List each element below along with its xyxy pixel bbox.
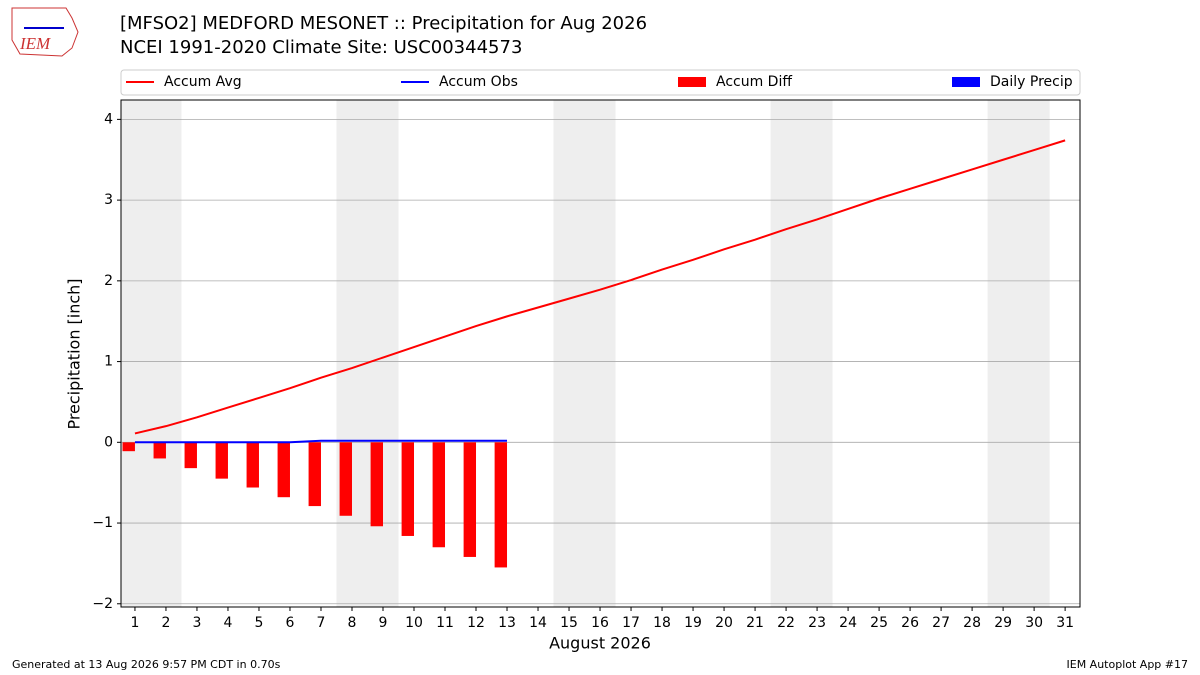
- legend-label: Accum Obs: [439, 74, 518, 90]
- x-tick-label: 14: [529, 615, 547, 631]
- y-tick-label: 4: [104, 111, 113, 127]
- bar: [494, 442, 508, 568]
- x-tick-label: 22: [777, 615, 795, 631]
- x-tick-label: 11: [436, 615, 454, 631]
- x-tick-label: 30: [1025, 615, 1043, 631]
- x-tick-label: 31: [1056, 615, 1074, 631]
- weekend-span: [121, 100, 182, 607]
- bar: [370, 442, 383, 527]
- legend-label: Accum Diff: [716, 74, 792, 90]
- footer-left: Generated at 13 Aug 2026 9:57 PM CDT in …: [12, 658, 281, 671]
- legend-swatch: [952, 77, 980, 87]
- x-tick-label: 7: [317, 615, 326, 631]
- x-tick-label: 16: [591, 615, 609, 631]
- y-tick-label: 3: [104, 192, 113, 208]
- x-tick-label: 13: [498, 615, 516, 631]
- x-tick-label: 4: [224, 615, 233, 631]
- chart-title: [MFSO2] MEDFORD MESONET :: Precipitation…: [120, 13, 647, 34]
- x-tick-label: 24: [839, 615, 857, 631]
- x-tick-label: 6: [286, 615, 295, 631]
- x-tick-label: 5: [255, 615, 264, 631]
- bar: [153, 442, 166, 459]
- x-tick-label: 25: [870, 615, 888, 631]
- x-tick-label: 1: [130, 615, 139, 631]
- y-axis-label: Precipitation [inch]: [65, 278, 84, 429]
- legend-label: Daily Precip: [990, 74, 1073, 90]
- x-tick-label: 17: [622, 615, 640, 631]
- legend-label: Accum Avg: [164, 74, 242, 90]
- bar: [122, 442, 135, 452]
- bar: [308, 442, 321, 507]
- x-tick-label: 21: [746, 615, 764, 631]
- y-tick-label: −2: [92, 596, 113, 612]
- line: [134, 439, 508, 444]
- bar: [432, 442, 446, 548]
- bar: [277, 442, 290, 498]
- x-tick-label: 15: [560, 615, 578, 631]
- legend-swatch: [678, 77, 706, 87]
- bar: [215, 442, 228, 479]
- x-tick-label: 18: [653, 615, 671, 631]
- bar: [463, 442, 477, 557]
- weekend-span: [770, 100, 833, 607]
- logo-text: IEM: [19, 34, 51, 53]
- y-tick-label: 1: [104, 354, 113, 370]
- footer-right: IEM Autoplot App #17: [1067, 658, 1189, 671]
- logo: IEM: [11, 7, 79, 57]
- weekend-span: [987, 100, 1050, 607]
- bar: [246, 442, 259, 488]
- x-tick-label: 28: [963, 615, 981, 631]
- x-tick-label: 9: [379, 615, 388, 631]
- x-tick-label: 29: [994, 615, 1012, 631]
- x-tick-label: 23: [808, 615, 826, 631]
- bar: [184, 442, 197, 469]
- x-tick-label: 26: [901, 615, 919, 631]
- y-tick-label: −1: [92, 515, 113, 531]
- y-tick-label: 2: [104, 273, 113, 289]
- x-tick-label: 10: [405, 615, 423, 631]
- x-tick-label: 19: [684, 615, 702, 631]
- x-tick-label: 27: [932, 615, 950, 631]
- plot: [121, 100, 1080, 607]
- x-tick-label: 20: [715, 615, 733, 631]
- weekend-span: [553, 100, 616, 607]
- x-tick-label: 8: [348, 615, 357, 631]
- x-tick-label: 2: [161, 615, 170, 631]
- legend-box: [120, 69, 1081, 96]
- x-tick-label: 3: [193, 615, 202, 631]
- line: [134, 139, 1066, 435]
- plot-frame: [120, 99, 1081, 608]
- weekend-span: [336, 100, 399, 607]
- chart-subtitle: NCEI 1991-2020 Climate Site: USC00344573: [120, 37, 522, 58]
- bar: [401, 442, 415, 536]
- y-tick-label: 0: [104, 434, 113, 450]
- logo-outline: [11, 7, 79, 57]
- x-axis-label: August 2026: [549, 634, 651, 653]
- x-tick-label: 12: [467, 615, 485, 631]
- bar: [339, 442, 352, 516]
